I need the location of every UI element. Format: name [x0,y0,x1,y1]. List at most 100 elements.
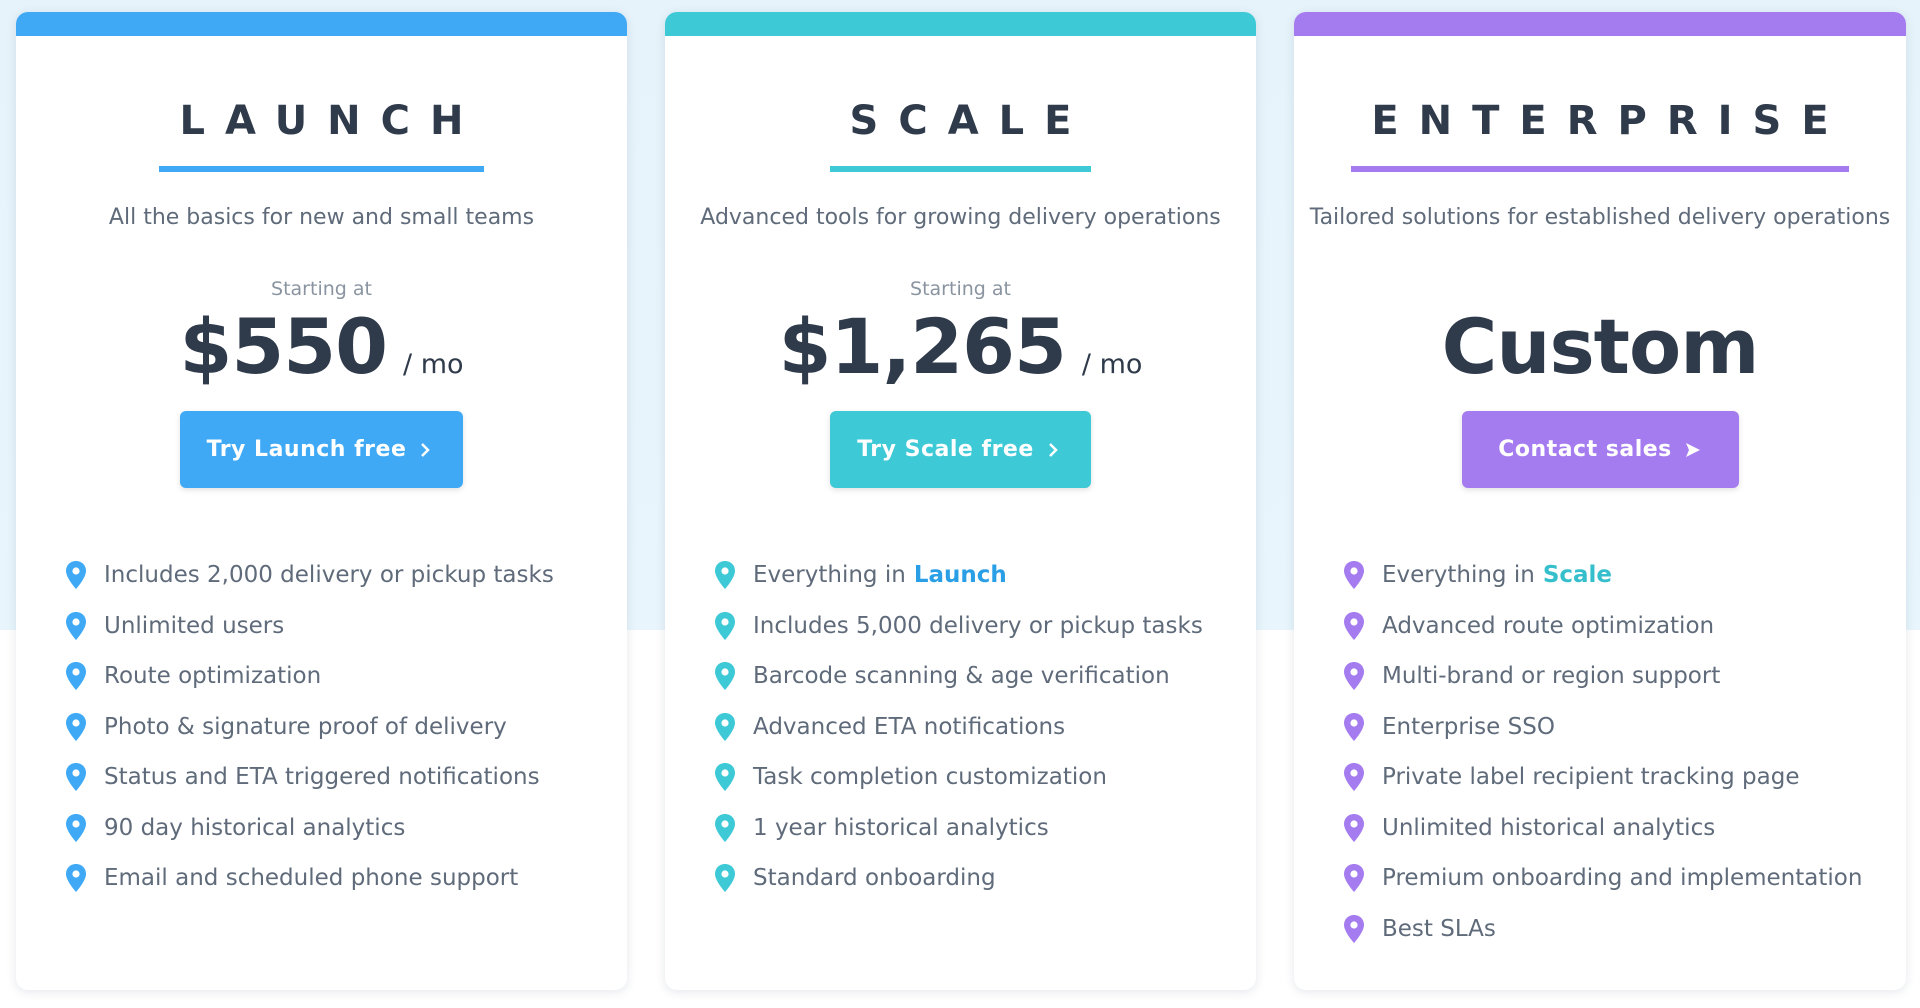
feature-text: Premium onboarding and implementation [1382,865,1863,892]
card-top-bar [665,12,1256,36]
chevron-icon [1685,442,1700,457]
pin-icon [1344,611,1364,640]
plan-name-text: ENTERPRISE [1351,98,1849,172]
plan-tagline: Tailored solutions for established deliv… [1309,205,1891,230]
feature-list: Includes 2,000 delivery or pickup tasks U… [64,550,554,904]
pin-icon [715,813,735,842]
feature-item: Includes 5,000 delivery or pickup tasks [713,601,1203,652]
feature-item: Unlimited users [64,601,554,652]
pin-icon [715,763,735,792]
plan-tagline: Advanced tools for growing delivery oper… [700,205,1221,230]
feature-text: Task completion customization [753,764,1107,791]
feature-text: Includes 5,000 delivery or pickup tasks [753,612,1203,639]
feature-text: Everything in [753,562,906,589]
pin-icon [1344,914,1364,943]
price: $550 / mo [16,302,627,391]
feature-item: Standard onboarding [713,853,1203,904]
price-prefix: Starting at [271,278,372,300]
feature-text: Standard onboarding [753,865,996,892]
feature-item: Route optimization [64,651,554,702]
plan-name-text: SCALE [829,98,1092,172]
feature-text: 1 year historical analytics [753,814,1049,841]
feature-item: Email and scheduled phone support [64,853,554,904]
pin-icon [66,611,86,640]
price-amount: Custom [1441,302,1760,391]
pin-icon [1344,712,1364,741]
feature-item: Multi-brand or region support [1342,651,1862,702]
cta-label: Try Scale free [857,437,1034,462]
price-prefix: Starting at [910,278,1011,300]
card-top-bar [1294,12,1906,36]
feature-item: Photo & signature proof of delivery [64,702,554,753]
pin-icon [715,662,735,691]
pin-icon [715,712,735,741]
cta-button[interactable]: Try Launch free [180,411,463,488]
price-unit: / mo [403,349,464,380]
feature-item: Status and ETA triggered notifications [64,752,554,803]
plan-card: LAUNCH All the basics for new and small t… [16,12,627,990]
feature-item: Advanced route optimization [1342,601,1862,652]
included-plan: Launch [913,562,1007,589]
chevron-icon [421,442,431,457]
feature-text: Enterprise SSO [1382,713,1555,740]
feature-list: Everything in Launch Includes 5,000 delive… [713,550,1203,904]
feature-text: Unlimited historical analytics [1382,814,1716,841]
feature-item: Premium onboarding and implementation [1342,853,1862,904]
pin-icon [715,611,735,640]
pin-icon [1344,813,1364,842]
plan-name: SCALE [665,98,1256,172]
plan-name: ENTERPRISE [1294,98,1906,172]
feature-text: Advanced route optimization [1382,612,1715,639]
pin-icon [66,712,86,741]
cta-button[interactable]: Contact sales [1461,411,1739,488]
feature-text: Advanced ETA notifications [753,713,1066,740]
price: $1,265 / mo [665,302,1256,391]
feature-item: Advanced ETA notifications [713,702,1203,753]
plan-card: SCALE Advanced tools for growing delivery… [665,12,1256,990]
feature-list: Everything in Scale Advanced route optimiz… [1342,550,1862,954]
pin-icon [1344,561,1364,590]
included-plan: Scale [1542,562,1613,589]
plan-card: ENTERPRISE Tailored solutions for establi… [1294,12,1906,990]
feature-text: Multi-brand or region support [1382,663,1721,690]
feature-text: Private label recipient tracking page [1382,764,1800,791]
feature-text: Includes 2,000 delivery or pickup tasks [104,562,554,589]
plan-tagline: All the basics for new and small teams [108,205,535,230]
chevron-icon [1048,442,1058,457]
pin-icon [66,864,86,893]
feature-text: Photo & signature proof of delivery [104,713,507,740]
feature-item: Barcode scanning & age verification [713,651,1203,702]
price-unit: / mo [1081,349,1143,380]
pin-icon [715,864,735,893]
pin-icon [66,763,86,792]
cta-label: Try Launch free [206,437,407,462]
pin-icon [1344,662,1364,691]
plan-name: LAUNCH [16,98,627,172]
pin-icon [66,662,86,691]
feature-text: Best SLAs [1382,915,1496,942]
pin-icon [66,561,86,590]
feature-text: Barcode scanning & age verification [753,663,1170,690]
price: Custom [1294,302,1906,391]
feature-item: Best SLAs [1342,904,1862,955]
card-top-bar [16,12,627,36]
feature-text: Unlimited users [104,612,285,639]
price-amount: $550 [179,302,388,391]
feature-text: Email and scheduled phone support [104,865,519,892]
pin-icon [715,561,735,590]
feature-item: Everything in Scale [1342,550,1862,601]
feature-text: Status and ETA triggered notifications [104,764,540,791]
price-amount: $1,265 [778,302,1067,391]
feature-item: 1 year historical analytics [713,803,1203,854]
feature-item: 90 day historical analytics [64,803,554,854]
cta-button[interactable]: Try Scale free [830,411,1091,488]
pin-icon [1344,864,1364,893]
feature-text: 90 day historical analytics [104,814,406,841]
feature-item: Includes 2,000 delivery or pickup tasks [64,550,554,601]
feature-text: Everything in [1382,562,1535,589]
pin-icon [66,813,86,842]
feature-item: Unlimited historical analytics [1342,803,1862,854]
cta-label: Contact sales [1498,437,1672,462]
pin-icon [1344,763,1364,792]
